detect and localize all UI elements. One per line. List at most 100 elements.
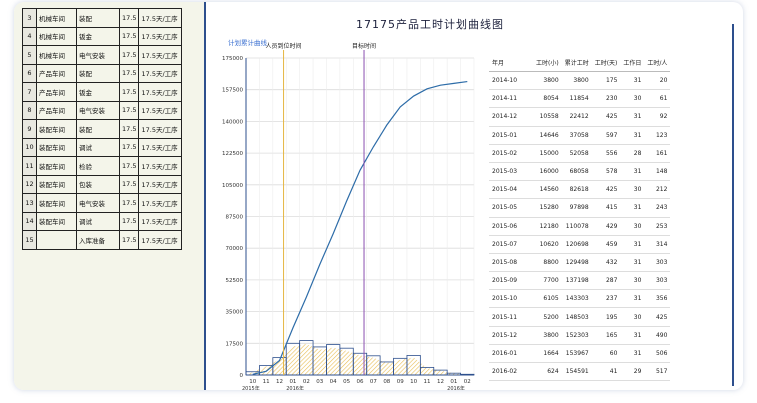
sheet-row[interactable]: 4 机械车间 钣金 17.5 17.5天/工序 xyxy=(22,26,183,46)
sheet-cell[interactable]: 17.5 xyxy=(118,211,140,231)
sheet-cell[interactable]: 装配车间 xyxy=(36,211,77,231)
table-cell: 2015-05 xyxy=(489,198,533,218)
sheet-cell[interactable]: 17.5 xyxy=(118,63,140,83)
sheet-cell[interactable]: 检验 xyxy=(76,156,120,176)
sheet-cell[interactable]: 电气安装 xyxy=(76,100,120,120)
sheet-cell[interactable]: 17.5天/工序 xyxy=(138,156,183,176)
sheet-cell[interactable]: 17.5 xyxy=(118,100,140,120)
sheet-cell[interactable]: 17.5天/工序 xyxy=(138,45,183,65)
sheet-cell[interactable]: 17.5 xyxy=(118,174,140,194)
sheet-row[interactable]: 12 装配车间 包装 17.5 17.5天/工序 xyxy=(22,174,183,194)
table-cell: 243 xyxy=(644,198,671,218)
sheet-cell[interactable]: 装配 xyxy=(76,8,120,28)
sheet-cell[interactable]: 机械车间 xyxy=(36,45,77,65)
table-cell: 10558 xyxy=(533,107,562,127)
sheet-cell[interactable]: 装配车间 xyxy=(36,119,77,139)
table-cell: 31 xyxy=(620,253,645,273)
sheet-cell[interactable]: 5 xyxy=(22,45,37,65)
sheet-cell[interactable]: 17.5 xyxy=(118,8,140,28)
sheet-row[interactable]: 13 装配车间 电气安装 17.5 17.5天/工序 xyxy=(22,193,183,213)
sheet-cell[interactable]: 17.5 xyxy=(118,137,140,157)
sheet-cell[interactable]: 17.5天/工序 xyxy=(138,230,183,250)
sheet-cell[interactable]: 装配车间 xyxy=(36,193,77,213)
sheet-cell[interactable]: 13 xyxy=(22,193,37,213)
sheet-cell[interactable]: 6 xyxy=(22,63,37,83)
sheet-row[interactable]: 11 装配车间 检验 17.5 17.5天/工序 xyxy=(22,156,183,176)
sheet-cell[interactable]: 12 xyxy=(22,174,37,194)
sheet-cell[interactable]: 7 xyxy=(22,82,37,102)
table-cell: 61 xyxy=(644,89,671,109)
sheet-cell[interactable]: 装配 xyxy=(76,63,120,83)
sheet-cell[interactable]: 17.5天/工序 xyxy=(138,100,183,120)
sheet-cell[interactable]: 电气安装 xyxy=(76,45,120,65)
sheet-cell[interactable]: 电气安装 xyxy=(76,193,120,213)
sheet-cell[interactable]: 17.5天/工序 xyxy=(138,63,183,83)
sheet-row[interactable]: 7 产品车间 钣金 17.5 17.5天/工序 xyxy=(22,82,183,102)
sheet-cell[interactable]: 17.5 xyxy=(118,156,140,176)
table-row: 2014-10 3800 3800 175 31 20 xyxy=(489,71,671,91)
sheet-cell[interactable]: 8 xyxy=(22,100,37,120)
sheet-row[interactable]: 3 机械车间 装配 17.5 17.5天/工序 xyxy=(22,8,183,28)
sheet-cell[interactable]: 产品车间 xyxy=(36,82,77,102)
y-tick-label: 140000 xyxy=(222,119,243,125)
sheet-cell[interactable]: 调试 xyxy=(76,137,120,157)
sheet-cell[interactable]: 17.5 xyxy=(118,193,140,213)
sheet-row[interactable]: 5 机械车间 电气安装 17.5 17.5天/工序 xyxy=(22,45,183,65)
table-cell: 15280 xyxy=(533,198,562,218)
sheet-cell[interactable]: 14 xyxy=(22,211,37,231)
sheet-cell[interactable]: 17.5天/工序 xyxy=(138,137,183,157)
table-cell: 11854 xyxy=(561,89,592,109)
sheet-cell[interactable]: 17.5 xyxy=(118,45,140,65)
sheet-row[interactable]: 14 装配车间 调试 17.5 17.5天/工序 xyxy=(22,211,183,231)
sheet-cell[interactable]: 4 xyxy=(22,26,37,46)
right-edge-rule xyxy=(732,24,734,386)
sheet-cell[interactable]: 装配车间 xyxy=(36,137,77,157)
x-tick-label: 08 xyxy=(383,379,390,385)
sheet-cell[interactable]: 17.5天/工序 xyxy=(138,82,183,102)
sheet-cell[interactable]: 17.5天/工序 xyxy=(138,211,183,231)
sheet-row[interactable]: 6 产品车间 装配 17.5 17.5天/工序 xyxy=(22,63,183,83)
sheet-cell[interactable]: 9 xyxy=(22,119,37,139)
sheet-cell[interactable]: 17.5天/工序 xyxy=(138,26,183,46)
sheet-cell[interactable]: 包装 xyxy=(76,174,120,194)
sheet-cell[interactable]: 17.5天/工序 xyxy=(138,174,183,194)
sheet-cell[interactable]: 15 xyxy=(22,230,37,250)
table-cell: 490 xyxy=(644,326,671,345)
sheet-cell[interactable]: 17.5 xyxy=(118,230,140,250)
sheet-cell[interactable]: 11 xyxy=(22,156,37,176)
sheet-cell[interactable]: 17.5天/工序 xyxy=(138,119,183,139)
sheet-cell[interactable] xyxy=(36,230,77,250)
table-cell: 212 xyxy=(644,180,671,200)
sheet-cell[interactable]: 调试 xyxy=(76,211,120,231)
table-row: 2015-03 16000 68058 578 31 148 xyxy=(489,162,671,182)
sheet-cell[interactable]: 17.5天/工序 xyxy=(138,8,183,28)
sheet-row[interactable]: 8 产品车间 电气安装 17.5 17.5天/工序 xyxy=(22,100,183,120)
table-row: 2016-02 624 154591 41 29 517 xyxy=(489,362,671,382)
table-row: 2015-01 14646 37058 597 31 123 xyxy=(489,126,671,145)
x-tick-label: 02 xyxy=(303,379,310,385)
sheet-cell[interactable]: 17.5 xyxy=(118,119,140,139)
sheet-cell[interactable]: 10 xyxy=(22,137,37,157)
sheet-cell[interactable]: 入库准备 xyxy=(76,230,120,250)
sheet-cell[interactable]: 机械车间 xyxy=(36,8,77,28)
table-cell: 2015-11 xyxy=(489,307,533,327)
sheet-cell[interactable]: 产品车间 xyxy=(36,100,77,120)
sheet-row[interactable]: 9 装配车间 装配 17.5 17.5天/工序 xyxy=(22,119,183,139)
sheet-cell[interactable]: 钣金 xyxy=(76,82,120,102)
sheet-cell[interactable]: 装配 xyxy=(76,119,120,139)
sheet-row[interactable]: 15 入库准备 17.5 17.5天/工序 xyxy=(22,230,183,250)
sheet-cell[interactable]: 装配车间 xyxy=(36,174,77,194)
sheet-cell[interactable]: 17.5 xyxy=(118,26,140,46)
x-tick-label: 11 xyxy=(263,379,270,385)
sheet-row[interactable]: 10 装配车间 调试 17.5 17.5天/工序 xyxy=(22,137,183,157)
table-cell: 31 xyxy=(620,107,645,127)
sheet-cell[interactable]: 产品车间 xyxy=(36,63,77,83)
table-cell: 237 xyxy=(591,289,621,309)
sheet-cell[interactable]: 装配车间 xyxy=(36,156,77,176)
table-row: 2015-11 5200 148503 195 30 425 xyxy=(489,307,671,327)
sheet-cell[interactable]: 17.5 xyxy=(118,82,140,102)
sheet-cell[interactable]: 3 xyxy=(22,8,37,28)
sheet-cell[interactable]: 钣金 xyxy=(76,26,120,46)
sheet-cell[interactable]: 机械车间 xyxy=(36,26,77,46)
sheet-cell[interactable]: 17.5天/工序 xyxy=(138,193,183,213)
